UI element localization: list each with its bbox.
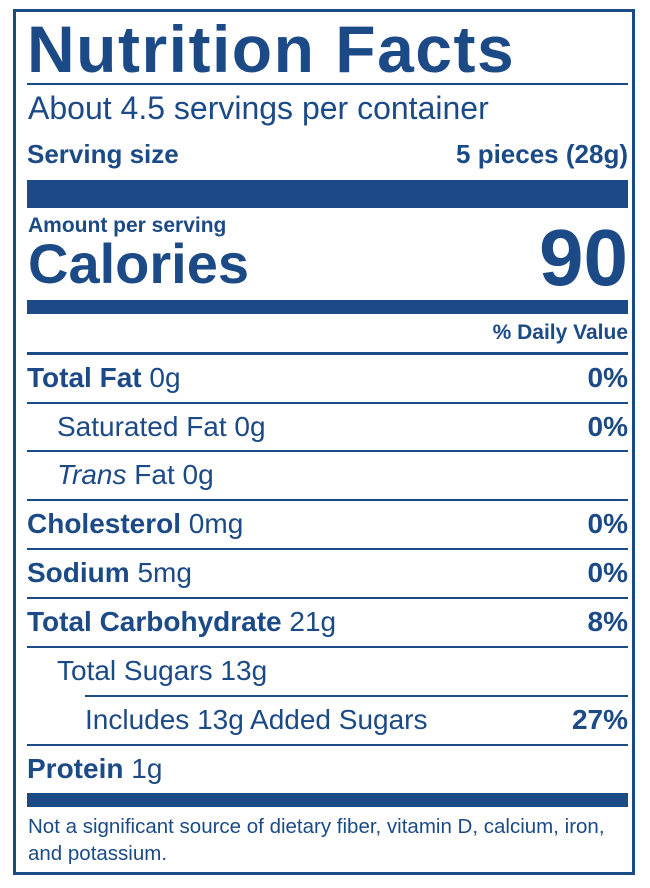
divider	[27, 597, 628, 599]
nutrient-amount: 1g	[123, 753, 163, 784]
nutrient-amount: Fat 0g	[126, 459, 214, 490]
nutrient-row-cholesterol: Cholesterol 0mg 0%	[27, 501, 628, 547]
daily-value-header: % Daily Value	[492, 321, 628, 344]
calories-value: 90	[539, 213, 628, 302]
thick-bar	[27, 180, 628, 208]
nutrient-name: Trans	[57, 459, 127, 490]
calories-label: Calories	[28, 232, 249, 295]
divider	[27, 744, 628, 746]
label-border	[13, 9, 635, 875]
daily-value: 0%	[587, 557, 628, 588]
nutrient-name: Sodium	[27, 557, 130, 588]
nutrient-amount: 0g	[141, 362, 181, 393]
medium-bar	[27, 793, 628, 807]
medium-bar	[27, 300, 628, 314]
serving-size-value: 5 pieces (28g)	[456, 139, 628, 169]
nutrient-row-added-sugars: Includes 13g Added Sugars 27%	[27, 697, 628, 743]
amount-per-serving: Amount per serving	[28, 214, 227, 237]
nutrient-name: Saturated Fat 0g	[57, 411, 266, 442]
nutrient-name: Cholesterol	[27, 508, 182, 539]
daily-value: 0%	[587, 508, 628, 539]
divider	[27, 83, 628, 85]
nutrient-amount: 21g	[281, 606, 337, 637]
divider	[27, 499, 628, 501]
nutrient-row-sodium: Sodium 5mg 0%	[27, 550, 628, 596]
divider	[27, 402, 628, 404]
divider	[27, 646, 628, 648]
nutrient-name: Includes 13g Added Sugars	[85, 704, 428, 735]
nutrient-row-total-carbohydrate: Total Carbohydrate 21g 8%	[27, 599, 628, 645]
nutrient-name: Protein	[27, 753, 124, 784]
nutrient-amount: 5mg	[129, 557, 192, 588]
footnote: Not a significant source of dietary fibe…	[28, 815, 605, 865]
daily-value: 8%	[587, 606, 628, 637]
nutrient-amount: 0mg	[181, 508, 244, 539]
servings-per-container: About 4.5 servings per container	[28, 90, 489, 126]
nutrient-name: Total Fat	[27, 362, 142, 393]
daily-value: 0%	[587, 411, 628, 442]
daily-value: 27%	[571, 704, 628, 735]
nutrient-row-protein: Protein 1g	[27, 746, 628, 792]
nutrient-row-total-sugars: Total Sugars 13g	[27, 648, 628, 694]
serving-size-label: Serving size	[27, 139, 179, 169]
nutrient-name: Total Carbohydrate	[27, 606, 282, 637]
divider	[27, 548, 628, 550]
divider	[27, 352, 628, 355]
label-title: Nutrition Facts	[27, 12, 516, 86]
nutrient-row-total-fat: Total Fat 0g 0%	[27, 355, 628, 401]
divider	[27, 450, 628, 452]
nutrient-row-saturated-fat: Saturated Fat 0g 0%	[27, 404, 628, 450]
nutrient-row-trans-fat: Trans Fat 0g	[27, 452, 628, 498]
nutrient-name: Total Sugars 13g	[57, 655, 268, 686]
daily-value: 0%	[587, 362, 628, 393]
divider	[85, 695, 628, 697]
